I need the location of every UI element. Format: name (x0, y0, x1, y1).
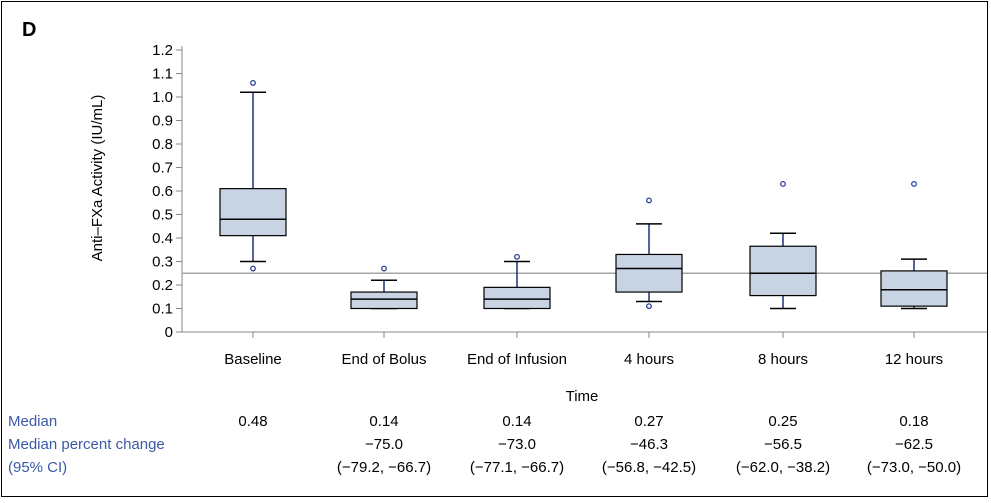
footer-pct-change-value: −73.0 (498, 436, 536, 453)
y-tick-label: 0.2 (152, 277, 173, 294)
box-group (350, 265, 418, 310)
y-tick-label: 0.5 (152, 207, 173, 224)
x-tick-label: 12 hours (885, 351, 943, 368)
footer-median-value: 0.14 (369, 413, 398, 430)
x-tick-label: 4 hours (624, 351, 674, 368)
outlier-point (911, 180, 917, 187)
outlier-point (250, 265, 256, 272)
footer-pct-change-value: −56.5 (764, 436, 802, 453)
footer-ci-value: (−62.0, −38.2) (736, 459, 830, 476)
y-tick-label: 0.4 (152, 230, 173, 247)
outlier-point (646, 197, 652, 204)
footer-table: Median Median percent change (95% CI) 0.… (8, 413, 961, 476)
y-tick-label: 1.1 (152, 66, 173, 83)
box-iqr (615, 253, 683, 293)
footer-ci-value: (−56.8, −42.5) (602, 459, 696, 476)
y-tick-label: 0.7 (152, 160, 173, 177)
footer-median-value: 0.18 (899, 413, 928, 430)
outlier-point (780, 180, 786, 187)
x-axis-title: Time (566, 388, 599, 405)
y-axis: 0 0.1 0.2 0.3 0.4 0.5 0.6 0.7 0.8 0.9 1.0 1.1 1.2 (152, 42, 183, 341)
y-tick-label: 0 (165, 324, 173, 341)
x-tick-label: End of Infusion (467, 351, 567, 368)
y-tick-label: 0.3 (152, 254, 173, 271)
y-axis-title: Anti–FXa Activity (IU/mL) (89, 95, 106, 262)
footer-pct-change-value: −75.0 (365, 436, 403, 453)
box-group (880, 180, 948, 310)
y-tick-label: 1.2 (152, 42, 173, 59)
outlier-point (646, 303, 652, 310)
x-axis: Baseline End of Bolus End of Infusion 4 hou… (182, 331, 987, 368)
y-tick-label: 0.6 (152, 183, 173, 200)
x-tick-label: Baseline (224, 351, 282, 368)
boxes-layer (219, 79, 948, 310)
panel-letter: D (22, 19, 36, 41)
footer-ci-label: (95% CI) (8, 459, 67, 476)
y-tick-label: 0.9 (152, 113, 173, 130)
box-iqr (219, 188, 287, 237)
footer-ci-value: (−77.1, −66.7) (470, 459, 564, 476)
y-tick-label: 0.1 (152, 301, 173, 318)
box-iqr (880, 270, 948, 307)
x-tick-label: 8 hours (758, 351, 808, 368)
footer-pct-change-label: Median percent change (8, 436, 165, 453)
footer-ci-value: (−79.2, −66.7) (337, 459, 431, 476)
footer-median-value: 0.48 (238, 413, 267, 430)
box-group (483, 253, 551, 310)
box-group (219, 79, 287, 272)
box-group (615, 197, 683, 310)
outlier-point (250, 79, 256, 86)
footer-ci-value: (−73.0, −50.0) (867, 459, 961, 476)
box-iqr (350, 291, 418, 310)
footer-median-value: 0.25 (768, 413, 797, 430)
box-iqr (749, 245, 817, 297)
footer-median-value: 0.27 (634, 413, 663, 430)
outlier-point (514, 253, 520, 260)
footer-pct-change-value: −62.5 (895, 436, 933, 453)
footer-pct-change-value: −46.3 (630, 436, 668, 453)
y-tick-label: 1.0 (152, 89, 173, 106)
x-tick-label: End of Bolus (341, 351, 426, 368)
box-iqr (483, 286, 551, 310)
y-tick-label: 0.8 (152, 136, 173, 153)
footer-median-value: 0.14 (502, 413, 531, 430)
box-group (749, 180, 817, 310)
outlier-point (381, 265, 387, 272)
footer-median-label: Median (8, 413, 57, 430)
